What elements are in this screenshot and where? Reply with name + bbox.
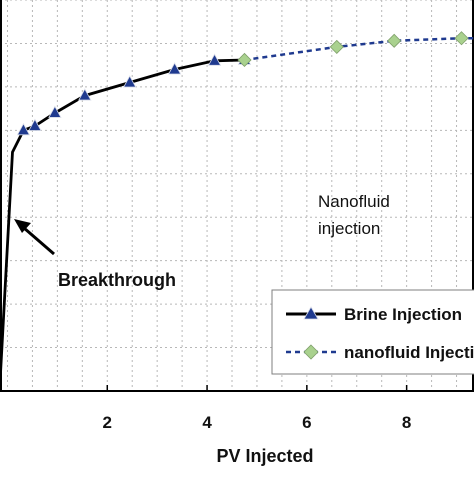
- legend: Brine Injection nanofluid Injection: [272, 290, 474, 374]
- x-tick-label: 6: [302, 413, 311, 432]
- nanofluid-label-line-2: injection: [318, 219, 380, 238]
- x-axis-title: PV Injected: [216, 446, 313, 466]
- x-tick-label: 4: [202, 413, 212, 432]
- x-tick-label: 2: [103, 413, 112, 432]
- legend-nanofluid-label: nanofluid Injection: [344, 343, 474, 362]
- breakthrough-label: Breakthrough: [58, 270, 176, 290]
- legend-brine-label: Brine Injection: [344, 305, 462, 324]
- x-tick-label: 8: [402, 413, 411, 432]
- nanofluid-label-line-1: Nanofluid: [318, 192, 390, 211]
